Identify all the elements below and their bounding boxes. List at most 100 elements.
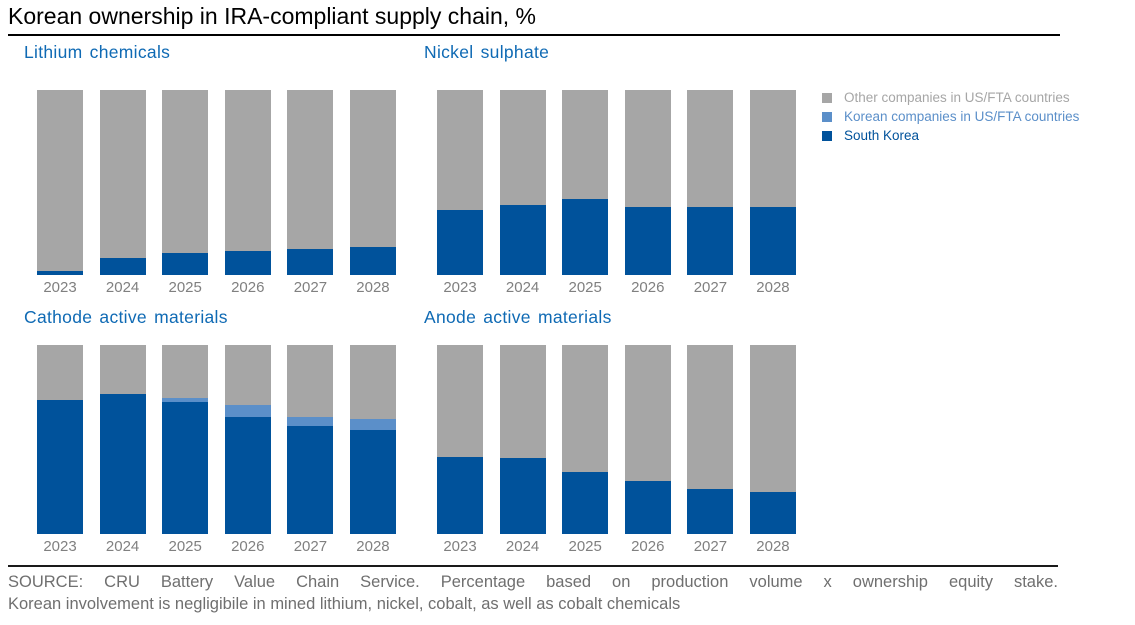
bar-segment-south-korea <box>349 430 396 534</box>
bar-segment-korean-companies <box>162 397 209 402</box>
chart-lithium-chemicals: Lithium chemicals 2023 2024 2025 2026 2027 20… <box>24 42 396 296</box>
x-tick-label: 2028 <box>756 279 790 296</box>
bar-2024 <box>499 345 546 534</box>
bar-segment-south-korea <box>287 249 334 275</box>
bar-segment-other-companies <box>37 90 83 272</box>
bar-segment-other-companies <box>224 90 271 251</box>
chart-cathode-active-materials: Cathode active materials 2023 2024 2025 202… <box>24 307 396 555</box>
bar-2024 <box>99 345 146 534</box>
bar-2024 <box>99 90 146 275</box>
bar-2023 <box>437 345 483 534</box>
chart-anode-active-materials: Anode active materials 2023 2024 2025 2026 2… <box>424 307 796 555</box>
bar-2028 <box>749 90 796 275</box>
bar-segment-south-korea <box>224 416 271 534</box>
bar-2028 <box>749 345 796 534</box>
legend: Other companies in US/FTA countries Kore… <box>822 88 1079 145</box>
x-tick-label: 2026 <box>231 538 265 555</box>
bar-segment-other-companies <box>287 345 334 417</box>
bar-segment-other-companies <box>99 90 146 259</box>
x-axis-labels: 2023 2024 2025 2026 2027 2028 <box>437 279 796 296</box>
bar-2025 <box>562 90 609 275</box>
title-underline <box>8 34 1060 36</box>
bar-segment-other-companies <box>162 345 209 398</box>
chart-title: Anode active materials <box>424 307 612 327</box>
bar-segment-other-companies <box>562 90 609 200</box>
bar-segment-south-korea <box>349 247 396 275</box>
source-line-1: SOURCE: CRU Battery Value Chain Service.… <box>8 573 1058 591</box>
x-tick-label: 2025 <box>568 279 602 296</box>
chart-nickel-sulphate: Nickel sulphate 2023 2024 2025 2026 2027 2028 <box>424 42 796 296</box>
bar-2028 <box>349 345 396 534</box>
bar-2028 <box>349 90 396 275</box>
stacked-bar-plot-cathode-active-materials <box>37 345 396 534</box>
bar-2024 <box>499 90 546 275</box>
x-tick-label: 2027 <box>293 279 328 296</box>
x-tick-label: 2026 <box>631 279 665 296</box>
bar-segment-south-korea <box>562 199 609 275</box>
bar-segment-korean-companies <box>224 405 271 417</box>
bar-segment-other-companies <box>687 345 734 489</box>
x-tick-label: 2023 <box>43 538 77 555</box>
bar-2026 <box>224 90 271 275</box>
bar-segment-south-korea <box>37 271 83 275</box>
bar-2025 <box>162 90 209 275</box>
bar-segment-other-companies <box>37 345 83 400</box>
bar-segment-other-companies <box>162 90 209 253</box>
legend-marker-other-companies-icon <box>822 92 832 103</box>
stacked-bar-plot-lithium-chemicals <box>37 90 396 275</box>
x-axis-labels: 2023 2024 2025 2026 2027 2028 <box>37 279 396 296</box>
bar-2027 <box>687 345 734 534</box>
x-tick-label: 2023 <box>443 279 477 296</box>
x-tick-label: 2026 <box>231 279 265 296</box>
bar-segment-other-companies <box>437 345 483 457</box>
chart-title: Nickel sulphate <box>424 42 550 62</box>
x-axis-labels: 2023 2024 2025 2026 2027 2028 <box>37 538 396 555</box>
bar-segment-south-korea <box>37 399 83 534</box>
x-tick-label: 2024 <box>105 538 140 555</box>
legend-label: Korean companies in US/FTA countries <box>844 109 1080 124</box>
bar-segment-south-korea <box>162 252 209 275</box>
legend-label: South Korea <box>844 128 920 143</box>
source-line-2: Korean involvement is negligibile in min… <box>8 595 681 613</box>
x-tick-label: 2027 <box>693 538 728 555</box>
bar-2023 <box>437 90 483 275</box>
bar-2026 <box>224 345 271 534</box>
bar-2026 <box>624 90 671 275</box>
x-tick-label: 2023 <box>43 279 77 296</box>
x-axis-labels: 2023 2024 2025 2026 2027 2028 <box>437 538 796 555</box>
bar-segment-other-companies <box>99 345 146 395</box>
bar-segment-other-companies <box>499 345 546 459</box>
bar-segment-south-korea <box>687 488 734 534</box>
legend-marker-south-korea-icon <box>822 130 832 141</box>
legend-item-korean-companies: Korean companies in US/FTA countries <box>822 107 1079 126</box>
bar-segment-other-companies <box>562 345 609 472</box>
bar-2025 <box>562 345 609 534</box>
bar-segment-south-korea <box>499 204 546 275</box>
bar-segment-south-korea <box>749 206 796 275</box>
legend-item-other-companies: Other companies in US/FTA countries <box>822 88 1079 107</box>
legend-item-south-korea: South Korea <box>822 126 1079 145</box>
bar-2027 <box>687 90 734 275</box>
bar-segment-korean-companies <box>287 416 334 427</box>
bar-2025 <box>162 345 209 534</box>
legend-label: Other companies in US/FTA countries <box>844 90 1070 105</box>
chart-title: Lithium chemicals <box>24 42 171 62</box>
x-tick-label: 2028 <box>356 538 390 555</box>
bar-segment-other-companies <box>224 345 271 406</box>
bar-segment-korean-companies <box>349 418 396 431</box>
x-tick-label: 2023 <box>443 538 477 555</box>
page-title: Korean ownership in IRA-compliant supply… <box>8 3 536 29</box>
x-tick-label: 2028 <box>356 279 390 296</box>
x-tick-label: 2026 <box>631 538 665 555</box>
source-footer: SOURCE: CRU Battery Value Chain Service.… <box>8 565 1058 615</box>
bar-2027 <box>287 90 334 275</box>
bar-segment-other-companies <box>349 90 396 248</box>
bar-segment-other-companies <box>687 90 734 207</box>
bar-segment-other-companies <box>624 345 671 482</box>
bar-segment-other-companies <box>437 90 483 211</box>
bar-2026 <box>624 345 671 534</box>
bar-segment-other-companies <box>349 345 396 419</box>
bar-segment-south-korea <box>287 426 334 534</box>
bar-segment-south-korea <box>224 250 271 275</box>
